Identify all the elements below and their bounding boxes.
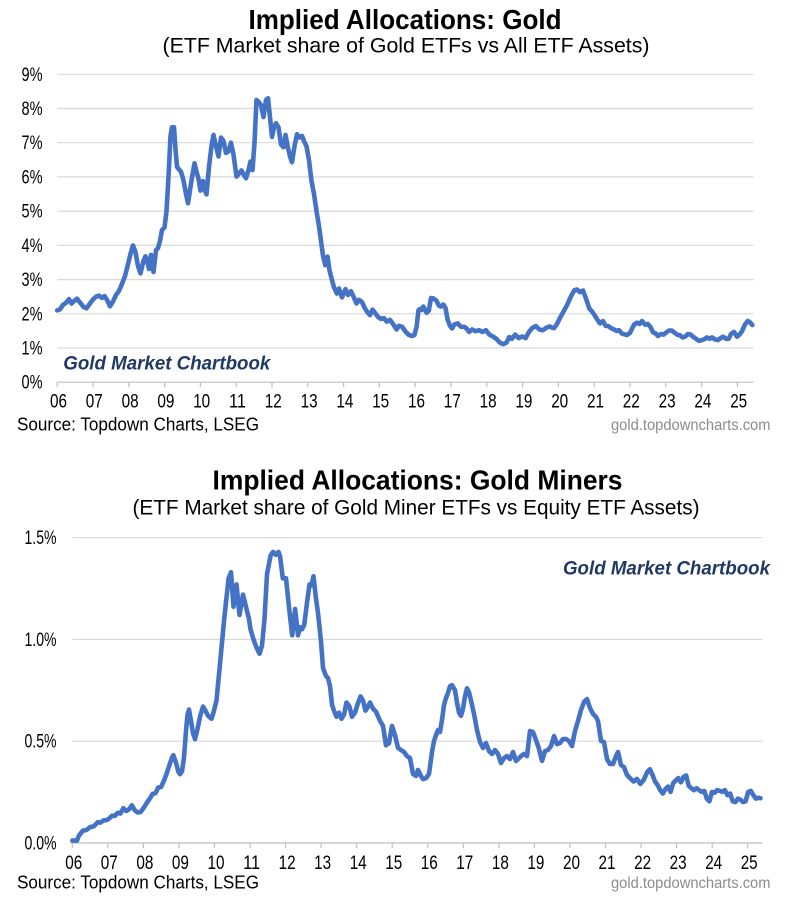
svg-text:20: 20	[563, 853, 580, 874]
svg-text:13: 13	[314, 853, 331, 874]
svg-text:09: 09	[172, 853, 189, 874]
svg-text:(ETF Market share of Gold Mine: (ETF Market share of Gold Miner ETFs vs …	[133, 497, 700, 520]
svg-text:Implied Allocations: Gold Mine: Implied Allocations: Gold Miners	[213, 465, 623, 496]
svg-text:15: 15	[372, 392, 389, 413]
svg-text:22: 22	[634, 853, 651, 874]
svg-text:07: 07	[101, 853, 118, 874]
svg-text:16: 16	[421, 853, 438, 874]
svg-text:8%: 8%	[22, 99, 43, 120]
svg-text:0.5%: 0.5%	[25, 732, 57, 753]
svg-text:25: 25	[741, 853, 758, 874]
svg-text:17: 17	[456, 853, 473, 874]
svg-text:Implied Allocations: Gold: Implied Allocations: Gold	[249, 4, 562, 35]
svg-text:1.5%: 1.5%	[25, 528, 57, 549]
svg-text:gold.topdowncharts.com: gold.topdowncharts.com	[611, 417, 771, 434]
svg-text:10: 10	[193, 392, 210, 413]
svg-text:16: 16	[408, 392, 425, 413]
svg-text:12: 12	[265, 392, 282, 413]
svg-text:06: 06	[65, 853, 82, 874]
svg-text:0.0%: 0.0%	[25, 834, 57, 855]
svg-text:25: 25	[730, 392, 747, 413]
svg-text:22: 22	[623, 392, 640, 413]
svg-text:24: 24	[705, 853, 722, 874]
svg-text:Source: Topdown Charts, LSEG: Source: Topdown Charts, LSEG	[17, 414, 259, 434]
svg-text:11: 11	[243, 853, 260, 874]
svg-text:18: 18	[480, 392, 497, 413]
svg-text:15: 15	[385, 853, 402, 874]
svg-text:24: 24	[694, 392, 711, 413]
svg-text:21: 21	[599, 853, 616, 874]
svg-text:5%: 5%	[22, 202, 43, 223]
svg-text:(ETF Market share of Gold ETFs: (ETF Market share of Gold ETFs vs All ET…	[163, 35, 650, 58]
svg-text:06: 06	[50, 392, 67, 413]
svg-text:12: 12	[279, 853, 296, 874]
svg-text:08: 08	[122, 392, 139, 413]
svg-text:3%: 3%	[22, 270, 43, 291]
svg-text:0%: 0%	[22, 373, 43, 394]
svg-text:11: 11	[229, 392, 246, 413]
svg-text:gold.topdowncharts.com: gold.topdowncharts.com	[611, 875, 771, 892]
svg-text:19: 19	[527, 853, 544, 874]
svg-text:Gold Market Chartbook: Gold Market Chartbook	[63, 353, 271, 374]
svg-text:13: 13	[301, 392, 318, 413]
svg-text:23: 23	[659, 392, 676, 413]
svg-text:Gold Market Chartbook: Gold Market Chartbook	[563, 559, 771, 580]
svg-text:07: 07	[86, 392, 103, 413]
svg-text:14: 14	[350, 853, 367, 874]
svg-text:23: 23	[670, 853, 687, 874]
svg-text:7%: 7%	[22, 133, 43, 154]
svg-text:19: 19	[515, 392, 532, 413]
svg-text:09: 09	[157, 392, 174, 413]
svg-text:2%: 2%	[22, 304, 43, 325]
svg-text:4%: 4%	[22, 236, 43, 257]
svg-text:1.0%: 1.0%	[25, 630, 57, 651]
svg-text:18: 18	[492, 853, 509, 874]
svg-text:14: 14	[336, 392, 353, 413]
svg-text:Source: Topdown Charts, LSEG: Source: Topdown Charts, LSEG	[17, 873, 259, 893]
svg-text:08: 08	[136, 853, 153, 874]
svg-text:10: 10	[208, 853, 225, 874]
svg-text:20: 20	[551, 392, 568, 413]
svg-text:17: 17	[444, 392, 461, 413]
svg-text:21: 21	[587, 392, 604, 413]
svg-text:1%: 1%	[22, 339, 43, 360]
svg-text:9%: 9%	[22, 65, 43, 86]
svg-text:6%: 6%	[22, 167, 43, 188]
